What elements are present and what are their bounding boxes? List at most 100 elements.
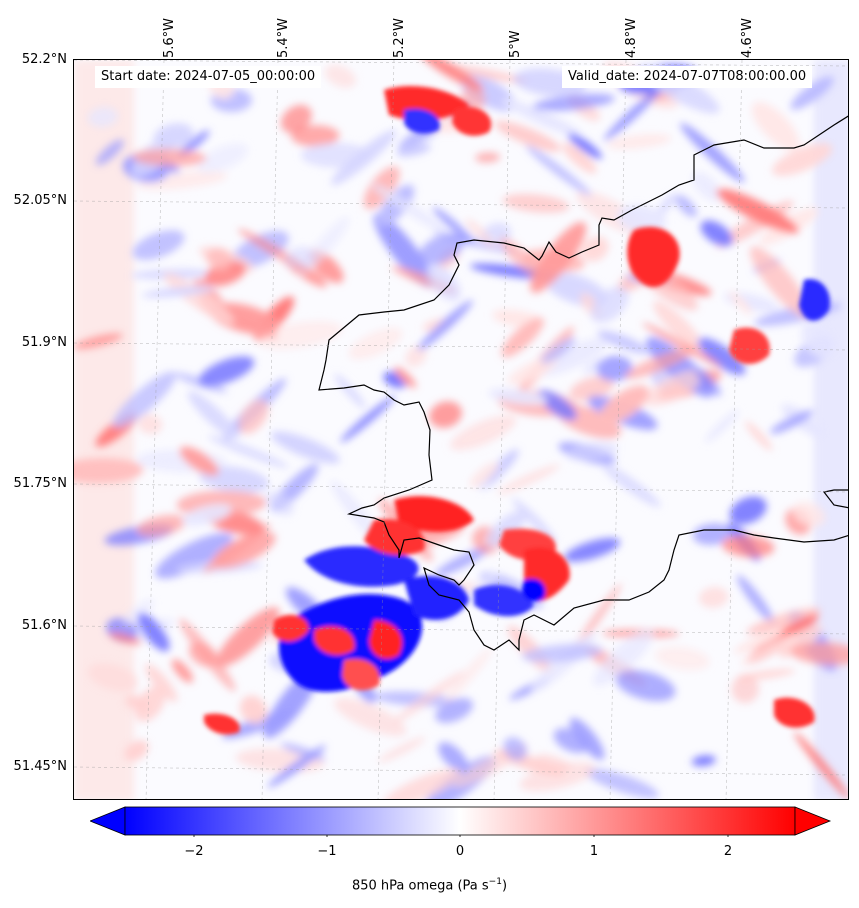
- field-patch: [179, 446, 219, 476]
- field-patch: [590, 286, 629, 323]
- field-patch: [739, 633, 799, 666]
- field-patch: [736, 574, 774, 623]
- field-patch: [435, 698, 473, 723]
- field-patch: [95, 139, 124, 166]
- omega-field-map: [74, 60, 848, 799]
- field-patch: [567, 133, 603, 160]
- field-patch: [790, 76, 834, 110]
- field-patch: [698, 586, 729, 608]
- field-patch: [700, 220, 733, 247]
- field-patch: [694, 367, 721, 396]
- field-patch: [731, 675, 760, 704]
- field-patch: [137, 612, 170, 652]
- field-patch: [569, 376, 615, 401]
- lon-label-4.8w: 4.8°W: [624, 17, 639, 58]
- field-patch: [197, 143, 248, 173]
- lat-label-51.9n: 51.9°N: [21, 335, 67, 350]
- lon-label-5w: 5°W: [508, 30, 523, 58]
- field-patch: [615, 670, 676, 702]
- field-patch: [519, 762, 596, 792]
- colorbar-max-extend: [794, 806, 832, 836]
- field-patch: [142, 286, 215, 298]
- colorbar-tick-2: 2: [723, 844, 733, 859]
- field-patch: [271, 431, 340, 464]
- field-patch: [265, 491, 294, 516]
- field-patch: [512, 498, 557, 543]
- field-patch: [537, 754, 572, 771]
- field-patch: [378, 737, 426, 763]
- field-patch: [475, 152, 501, 163]
- field-patch: [522, 643, 603, 663]
- field-patch: [418, 233, 465, 266]
- field-patch: [532, 93, 615, 112]
- field-patch: [331, 129, 397, 186]
- field-patch: [212, 531, 276, 569]
- field-patch: [572, 583, 622, 653]
- field-patch: [438, 742, 469, 772]
- field-patch: [692, 523, 733, 545]
- field-patch: [790, 642, 848, 665]
- field-patch: [74, 333, 123, 350]
- field-patch: [434, 546, 490, 577]
- field-patch: [405, 345, 427, 368]
- field-patch: [340, 395, 396, 443]
- field-patch: [501, 317, 544, 358]
- field-patch: [132, 230, 185, 260]
- field-patch: [208, 435, 289, 468]
- field-patch: [112, 371, 177, 428]
- field-patch: [745, 421, 773, 451]
- field-patch: [541, 337, 576, 364]
- field-patch: [729, 291, 752, 315]
- field-patch: [373, 213, 434, 288]
- field-patch: [603, 86, 663, 141]
- field-patch: [562, 142, 597, 174]
- field-patch: [137, 414, 163, 435]
- field-patch: [443, 647, 492, 704]
- lat-label-52.2n: 52.2°N: [21, 52, 67, 67]
- field-patch: [198, 356, 255, 387]
- field-patch: [746, 607, 821, 635]
- field-patch: [486, 510, 527, 547]
- field-patch: [419, 60, 484, 91]
- field-patch: [535, 338, 608, 377]
- field-patch: [692, 172, 722, 202]
- field-patch: [564, 537, 621, 562]
- field-patch: [494, 121, 561, 152]
- colorbar-min-extend: [90, 806, 126, 836]
- field-patch: [794, 731, 848, 799]
- field-patch: [334, 697, 407, 737]
- field-patch: [566, 442, 618, 461]
- field-patch: [426, 264, 461, 301]
- colorbar: [90, 806, 832, 837]
- colorbar-label: 850 hPa omega (Pa s−1): [351, 877, 508, 894]
- field-patch: [432, 207, 475, 244]
- start-date-label: Start date: 2024-07-05_00:00:00: [95, 66, 322, 88]
- field-patch: [108, 632, 142, 645]
- field-patch: [733, 629, 784, 654]
- lat-label-51.45n: 51.45°N: [13, 759, 67, 774]
- lon-label-5.2w: 5.2°W: [392, 17, 407, 58]
- colorbar-tick-1: 1: [589, 844, 599, 859]
- valid-date-label: Valid_date: 2024-07-07T08:00:00.00: [562, 66, 813, 88]
- field-patch: [653, 300, 704, 352]
- field-patch: [503, 737, 527, 761]
- field-patch: [644, 369, 704, 406]
- field-patch: [569, 717, 605, 760]
- lat-label-51.75n: 51.75°N: [13, 476, 67, 491]
- field-patch: [751, 102, 800, 151]
- colorbar-tick-minus1: −1: [317, 844, 337, 859]
- lon-label-4.6w: 4.6°W: [740, 17, 755, 58]
- field-patch: [450, 415, 517, 451]
- field-patch: [772, 143, 833, 176]
- field-patch: [240, 695, 267, 724]
- field-patch: [447, 65, 527, 83]
- field-patch: [132, 148, 207, 167]
- field-patch: [722, 535, 775, 558]
- colorbar-tick-0: 0: [455, 844, 465, 859]
- field-patch: [182, 504, 232, 526]
- field-patch: [206, 247, 232, 270]
- field-patch: [593, 629, 654, 687]
- field-patch: [394, 366, 417, 389]
- field-patch: [691, 755, 716, 767]
- field-patch: [124, 740, 149, 761]
